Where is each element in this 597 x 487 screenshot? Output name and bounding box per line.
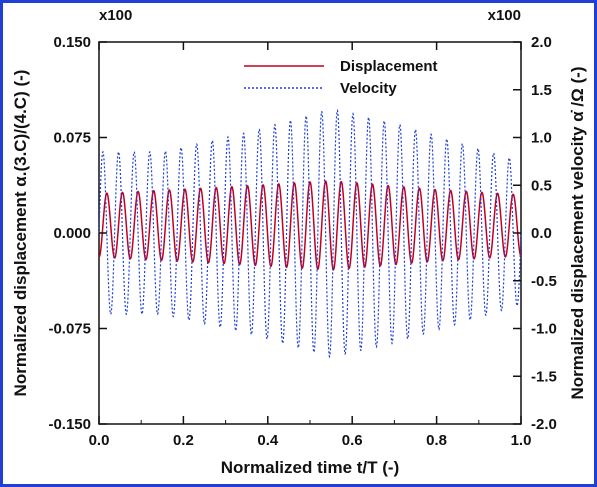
x-tick-label: 0.4 xyxy=(257,432,279,449)
y-left-tick-label: -0.150 xyxy=(48,416,91,433)
legend-velocity-label: Velocity xyxy=(340,80,397,97)
left-multiplier: x100 xyxy=(99,7,132,24)
y-right-tick-label: -0.5 xyxy=(531,273,557,290)
y-right-tick-label: 1.0 xyxy=(531,130,552,147)
y-left-tick-label: 0.075 xyxy=(53,130,91,147)
y-right-tick-label: -1.0 xyxy=(531,321,557,338)
y-left-tick-label: 0.000 xyxy=(53,225,91,242)
y-right-tick-label: 0.5 xyxy=(531,177,552,194)
x-axis-label: Normalized time t/T (-) xyxy=(221,458,400,477)
y-left-tick-label: 0.150 xyxy=(53,34,91,51)
right-multiplier: x100 xyxy=(488,7,521,24)
plot-border xyxy=(98,41,522,425)
y-right-tick-label: 2.0 xyxy=(531,34,552,51)
y-right-tick-label: -1.5 xyxy=(531,368,557,385)
series-line-displacement xyxy=(98,180,522,271)
legend-displacement-label: Displacement xyxy=(340,58,438,75)
y-right-tick-label: 1.5 xyxy=(531,82,552,99)
y-axis-label-right: Normalized displacement velocity α̇ /Ω (… xyxy=(568,67,587,400)
y-right-tick-label: -2.0 xyxy=(531,416,557,433)
x-tick-label: 1.0 xyxy=(511,432,532,449)
series-line-velocity xyxy=(98,109,522,359)
legend: Displacement Velocity xyxy=(244,58,438,97)
x-tick-label: 0.6 xyxy=(342,432,363,449)
y-right-tick-label: 0.0 xyxy=(531,225,552,242)
x-tick-label: 0.0 xyxy=(89,432,110,449)
x-tick-label: 0.8 xyxy=(426,432,447,449)
y-axis-label-left: Normalized displacement α.(3.C)/(4.C) (-… xyxy=(11,70,30,397)
y-left-tick-label: -0.075 xyxy=(48,321,91,338)
x-tick-label: 0.2 xyxy=(173,432,194,449)
